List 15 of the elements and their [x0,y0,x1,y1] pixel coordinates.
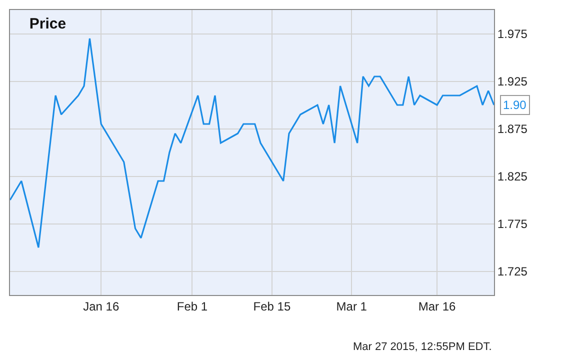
text: Mar 27 2015, 12:55PM EDT. [353,341,492,353]
x-tick-label: Feb 15 [253,299,291,314]
y-tick-label: 1.925 [497,74,528,88]
y-tick-label: 1.975 [497,26,528,41]
line-series [10,38,494,248]
x-tick-label: Mar 1 [336,299,368,314]
x-tick-label: Jan 16 [83,299,120,314]
x-tick-label: Mar 16 [418,299,456,314]
chart-title: Price [29,15,66,32]
y-tick-label: 1.775 [497,216,528,231]
x-tick-label: Feb 1 [176,299,208,314]
y-tick-label: 1.825 [497,169,528,184]
annotation: 1.90 [503,98,527,112]
y-tick-label: 1.875 [497,122,528,136]
y-tick-label: 1.725 [497,264,528,278]
